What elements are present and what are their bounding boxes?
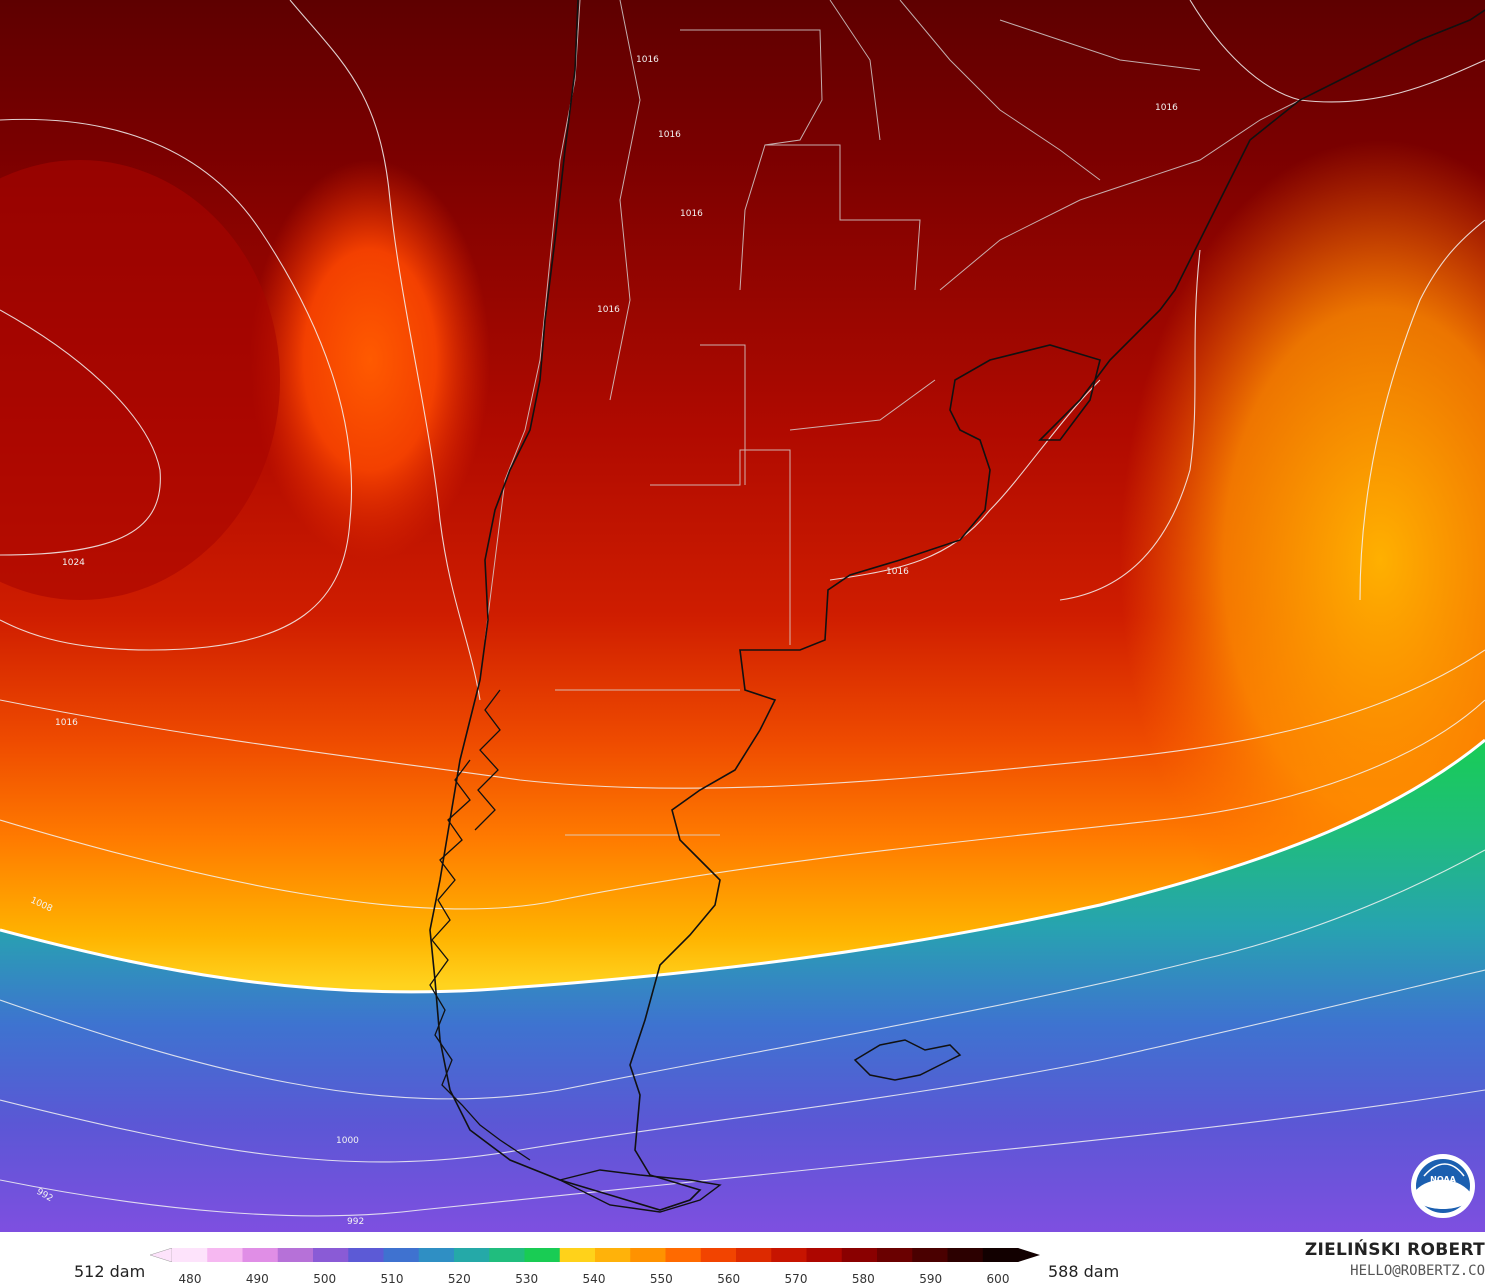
province-boundaries xyxy=(484,0,1301,836)
coastline xyxy=(429,0,1485,1211)
tierra-del-fuego xyxy=(557,1169,722,1213)
falkland-islands xyxy=(853,1039,962,1081)
colorbar-swatch xyxy=(665,1248,702,1262)
colorbar-tick-label: 580 xyxy=(851,1272,875,1286)
colorbar-tick-label: 500 xyxy=(313,1272,337,1286)
colorbar-swatch xyxy=(771,1248,807,1262)
colorbar-swatch xyxy=(841,1248,878,1262)
colorbar-tick-label: 490 xyxy=(245,1272,269,1286)
552-dam-contour xyxy=(0,738,1485,994)
colorbar-swatch xyxy=(630,1248,666,1262)
geopotential-map: 1016 1016 1016 1016 1016 1016 1024 1016 … xyxy=(0,0,1485,1232)
colorbar-tick-label: 570 xyxy=(784,1272,808,1286)
isobar-label: 1016 xyxy=(680,209,703,219)
colorbar-swatch xyxy=(313,1248,349,1262)
colorbar-tick-label: 560 xyxy=(717,1272,741,1286)
cold-airmass xyxy=(0,740,1485,1232)
isobar-label: 1000 xyxy=(336,1136,359,1146)
isobar-label: 1016 xyxy=(55,718,78,728)
legend-bar: 512 dam 588 dam 480 490 500 510 520 530 540 550… xyxy=(0,1232,1485,1287)
colorbar-tick-label: 550 xyxy=(649,1272,673,1286)
colorbar-swatch xyxy=(454,1248,490,1262)
isobar-labels: 1016 1016 1016 1016 1016 1016 1024 1016 … xyxy=(29,55,1178,1227)
isobar-label: 1024 xyxy=(62,558,85,568)
map-panel[interactable]: 1016 1016 1016 1016 1016 1016 1024 1016 … xyxy=(0,0,1485,1232)
isobar-label: 1016 xyxy=(886,567,909,577)
colorbar-swatch xyxy=(947,1248,984,1262)
colorbar-extend-max xyxy=(1018,1248,1040,1262)
legend-min-label: 512 dam xyxy=(74,1262,146,1281)
colorbar-swatch xyxy=(242,1248,279,1262)
colorbar-tick-label: 520 xyxy=(447,1272,471,1286)
isobar-label: 1016 xyxy=(636,55,659,65)
colorbar-tick-label: 510 xyxy=(380,1272,404,1286)
colorbar-swatch xyxy=(595,1248,631,1262)
noaa-logo-text: NOAA xyxy=(1430,1175,1456,1184)
colorbar-swatch xyxy=(524,1248,561,1262)
ridge-pacific xyxy=(250,160,490,560)
legend-max-label: 588 dam xyxy=(1048,1262,1120,1281)
low-west xyxy=(0,160,280,600)
colorbar-extend-min xyxy=(150,1248,173,1262)
isobar-label: 992 xyxy=(347,1217,364,1227)
warm-tongue-east xyxy=(1120,140,1485,980)
author-email: HELLO@ROBERTZ.CO xyxy=(1350,1263,1485,1279)
colorbar-swatch xyxy=(912,1248,948,1262)
colorbar-swatch xyxy=(383,1248,420,1262)
colorbar-swatch xyxy=(736,1248,772,1262)
colorbar-tick-label: 530 xyxy=(515,1272,539,1286)
noaa-logo-icon: NOAA xyxy=(1411,1154,1475,1218)
colorbar-swatch xyxy=(877,1248,913,1262)
isobar-label: 1016 xyxy=(597,305,620,315)
colorbar-tick-label: 590 xyxy=(919,1272,943,1286)
colorbar-tick-label: 600 xyxy=(986,1272,1010,1286)
colorbar-swatch xyxy=(172,1248,208,1262)
isobars xyxy=(0,0,1485,1216)
colorbar-swatch xyxy=(700,1248,737,1262)
colorbar-swatch xyxy=(207,1248,243,1262)
colorbar-swatch xyxy=(418,1248,455,1262)
colorbar-swatch xyxy=(806,1248,843,1262)
colorbar-swatch xyxy=(982,1248,1019,1262)
isobar-label: 1016 xyxy=(1155,103,1178,113)
author-credit: ZIELIŃSKI ROBERT xyxy=(1304,1240,1485,1260)
chile-fjords xyxy=(429,689,531,1161)
colorbar-swatch xyxy=(277,1248,314,1262)
colorbar-tick-label: 540 xyxy=(582,1272,606,1286)
colorbar-swatch xyxy=(489,1248,525,1262)
colorbar xyxy=(150,1248,1040,1262)
colorbar-tick-label: 480 xyxy=(178,1272,202,1286)
colorbar-swatch xyxy=(559,1248,596,1262)
isobar-label: 1016 xyxy=(658,130,681,140)
colorbar-swatch xyxy=(348,1248,384,1262)
